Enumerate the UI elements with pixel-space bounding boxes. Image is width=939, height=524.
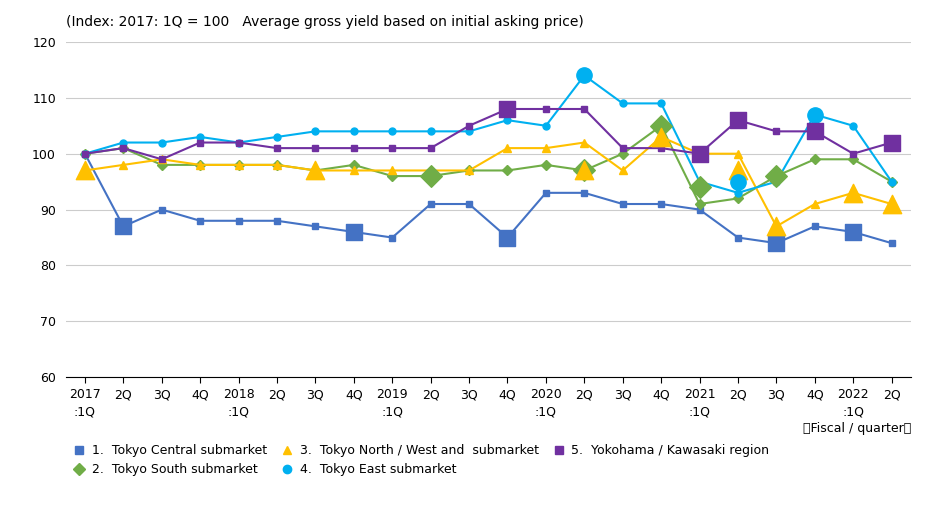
Point <box>77 166 92 174</box>
Legend: 1.  Tokyo Central submarket, 2.  Tokyo South submarket, 3.  Tokyo North / West a: 1. Tokyo Central submarket, 2. Tokyo Sou… <box>72 444 769 476</box>
Point <box>808 111 823 119</box>
Point <box>692 183 707 191</box>
Point <box>577 166 592 174</box>
Text: 2Q: 2Q <box>576 388 593 401</box>
Point <box>577 71 592 80</box>
Point <box>654 133 669 141</box>
Text: 2017: 2017 <box>69 388 100 401</box>
Text: （Fiscal / quarter）: （Fiscal / quarter） <box>803 422 911 435</box>
Point <box>577 166 592 174</box>
Text: (Index: 2017: 1Q = 100   Average gross yield based on initial asking price): (Index: 2017: 1Q = 100 Average gross yie… <box>66 15 583 28</box>
Text: 3Q: 3Q <box>153 388 171 401</box>
Point <box>500 233 515 242</box>
Text: 4Q: 4Q <box>192 388 209 401</box>
Point <box>769 172 784 180</box>
Text: :1Q: :1Q <box>74 405 96 418</box>
Text: 2022: 2022 <box>838 388 869 401</box>
Point <box>115 222 131 231</box>
Text: :1Q: :1Q <box>227 405 250 418</box>
Point <box>885 200 900 208</box>
Text: 2Q: 2Q <box>729 388 747 401</box>
Text: 2020: 2020 <box>530 388 562 401</box>
Text: 4Q: 4Q <box>653 388 670 401</box>
Text: :1Q: :1Q <box>688 405 711 418</box>
Point <box>769 222 784 231</box>
Text: 2Q: 2Q <box>422 388 439 401</box>
Text: 2019: 2019 <box>377 388 408 401</box>
Point <box>885 138 900 147</box>
Point <box>346 228 362 236</box>
Text: 2Q: 2Q <box>883 388 901 401</box>
Point <box>423 172 439 180</box>
Point <box>731 178 746 186</box>
Text: 2Q: 2Q <box>115 388 132 401</box>
Point <box>846 189 861 197</box>
Text: 4Q: 4Q <box>499 388 516 401</box>
Text: 2Q: 2Q <box>269 388 285 401</box>
Text: 3Q: 3Q <box>767 388 785 401</box>
Point <box>308 166 323 174</box>
Text: 3Q: 3Q <box>306 388 324 401</box>
Point <box>731 116 746 124</box>
Point <box>692 149 707 158</box>
Text: :1Q: :1Q <box>535 405 557 418</box>
Text: :1Q: :1Q <box>381 405 403 418</box>
Text: 2018: 2018 <box>223 388 254 401</box>
Point <box>769 239 784 247</box>
Text: 2021: 2021 <box>684 388 716 401</box>
Text: 3Q: 3Q <box>614 388 632 401</box>
Text: 4Q: 4Q <box>345 388 362 401</box>
Text: 3Q: 3Q <box>460 388 478 401</box>
Point <box>500 105 515 113</box>
Text: :1Q: :1Q <box>842 405 864 418</box>
Text: 4Q: 4Q <box>806 388 824 401</box>
Point <box>846 228 861 236</box>
Point <box>808 127 823 136</box>
Point <box>654 122 669 130</box>
Point <box>731 166 746 174</box>
